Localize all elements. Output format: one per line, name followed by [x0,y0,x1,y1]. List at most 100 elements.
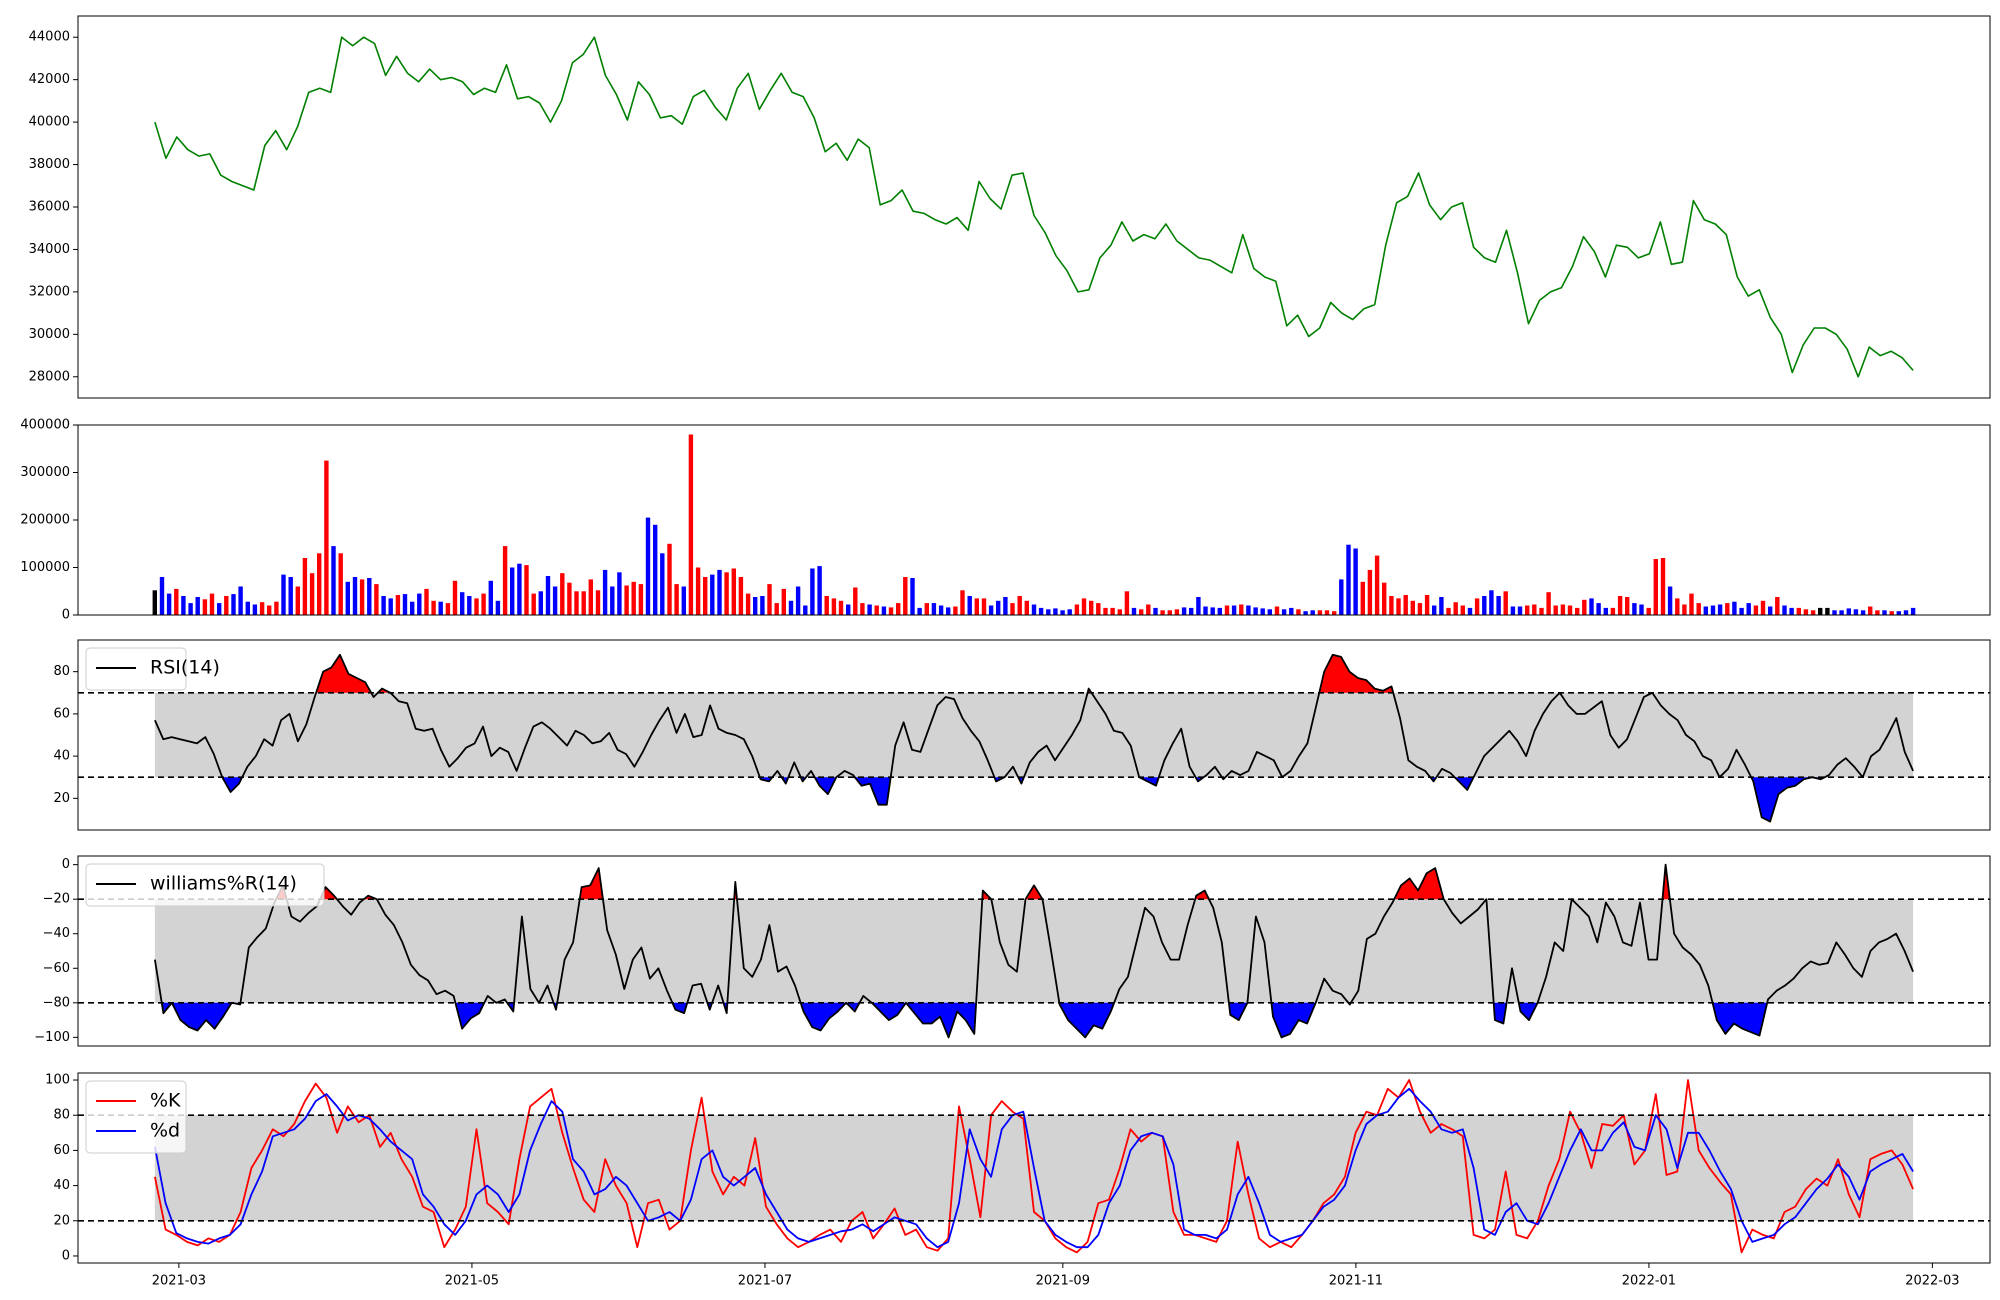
y-tick-label: −20 [43,892,70,907]
volume-bar [552,586,558,615]
volume-bar [374,584,379,615]
volume-bar [1139,609,1144,615]
volume-bar [474,598,479,615]
neutral-band [154,692,1914,778]
volume-bar [1231,605,1237,615]
oversold-fill [1712,1002,1768,1036]
volume-bar [295,586,300,615]
volume-bar [703,577,708,615]
volume-bar [1560,604,1566,615]
volume-bar [1567,605,1573,615]
volume-bar [1496,596,1501,615]
x-tick-label: 2021-09 [1036,1274,1090,1289]
volume-bar [1546,592,1551,615]
volume-bar [1281,609,1287,615]
volume-bar [345,581,350,616]
volume-bar [788,600,794,616]
rsi-series [154,653,1914,823]
volume-bar [688,434,694,615]
volume-bar [1003,597,1008,615]
volume-bar [1682,604,1687,615]
volume-bar [1696,603,1701,615]
neutral-band [154,899,1914,1003]
volume-bar [767,584,772,615]
volume-bar [452,580,458,615]
volume-bar [1410,600,1415,616]
volume-bar [1753,605,1759,615]
volume-bar [803,605,808,615]
volume-bar [352,577,358,615]
volume-bar [567,582,572,615]
volume-bar [624,585,629,615]
volume-bar [588,579,593,615]
volume-bar [166,593,172,615]
legend-box [85,1080,187,1154]
volume-bar [602,569,608,615]
volume-bar [531,593,536,615]
volume-bar [867,604,872,615]
volume-bar [1818,607,1823,615]
y-tick-label: 0 [62,608,70,623]
oversold-fill [455,1002,485,1029]
volume-bar [267,605,272,615]
legend-label: %K [150,1090,181,1112]
volume-bar [1146,604,1151,615]
volume-bar [1896,611,1901,615]
volume-bar [1110,607,1115,615]
volume-bar [631,581,636,616]
volume-bar [1274,606,1280,615]
volume-bar [324,460,329,615]
volume-bar [1689,593,1694,615]
volume-bar [717,569,722,615]
volume-bar [1589,598,1594,615]
volume-bar [1803,609,1809,615]
y-tick-label: 0 [62,857,70,872]
oversold-fill [854,777,891,805]
y-tick-label: −60 [43,961,70,976]
y-tick-label: 60 [53,1143,70,1158]
volume-bar [281,574,286,615]
volume-bar [981,598,987,615]
volume-bar [1860,610,1866,616]
y-tick-label: 40 [53,749,70,764]
legend: %K %d [85,1080,187,1154]
volume-bar [1882,610,1887,616]
volume-bar [1053,608,1058,615]
y-tick-label: 0 [62,1248,70,1263]
volume-bar [1539,607,1544,615]
y-tick-label: 20 [53,791,70,806]
volume-bar [1653,559,1658,615]
x-tick-label: 2021-07 [738,1274,792,1289]
volume-bar [1775,597,1780,615]
y-tick-label: 44000 [29,30,70,45]
volume-bar [1339,579,1344,615]
volume-bar [953,606,958,615]
x-tick-label: 2021-11 [1329,1274,1383,1289]
volume-bar [874,605,879,615]
volume-bar [1596,603,1601,615]
volume-bar [1889,611,1894,615]
volume-bar [795,586,801,615]
volume-bar [1667,586,1673,615]
volume-bar [760,596,765,615]
y-tick-label: −100 [34,1030,70,1045]
volume-bar [381,596,386,615]
volume-bar [1189,607,1194,615]
volume-bar [545,576,551,615]
volume-bar [1153,607,1158,615]
volume-bar [1124,591,1130,616]
volume-bar [395,595,401,615]
volume-bar [574,591,579,616]
volume-bar [1675,598,1680,615]
volume-bar [1853,609,1859,615]
volume-bar [1317,610,1323,616]
y-tick-label: 36000 [29,200,70,215]
x-tick-label: 2021-05 [445,1274,499,1289]
volume-bar [1267,609,1272,615]
volume-bar [1789,607,1794,615]
legend-label: RSI(14) [150,657,220,679]
oscillator-lines [154,863,1914,1039]
volume-bar [881,606,887,615]
volume-bar [896,603,901,615]
volume-bar [1639,604,1644,615]
